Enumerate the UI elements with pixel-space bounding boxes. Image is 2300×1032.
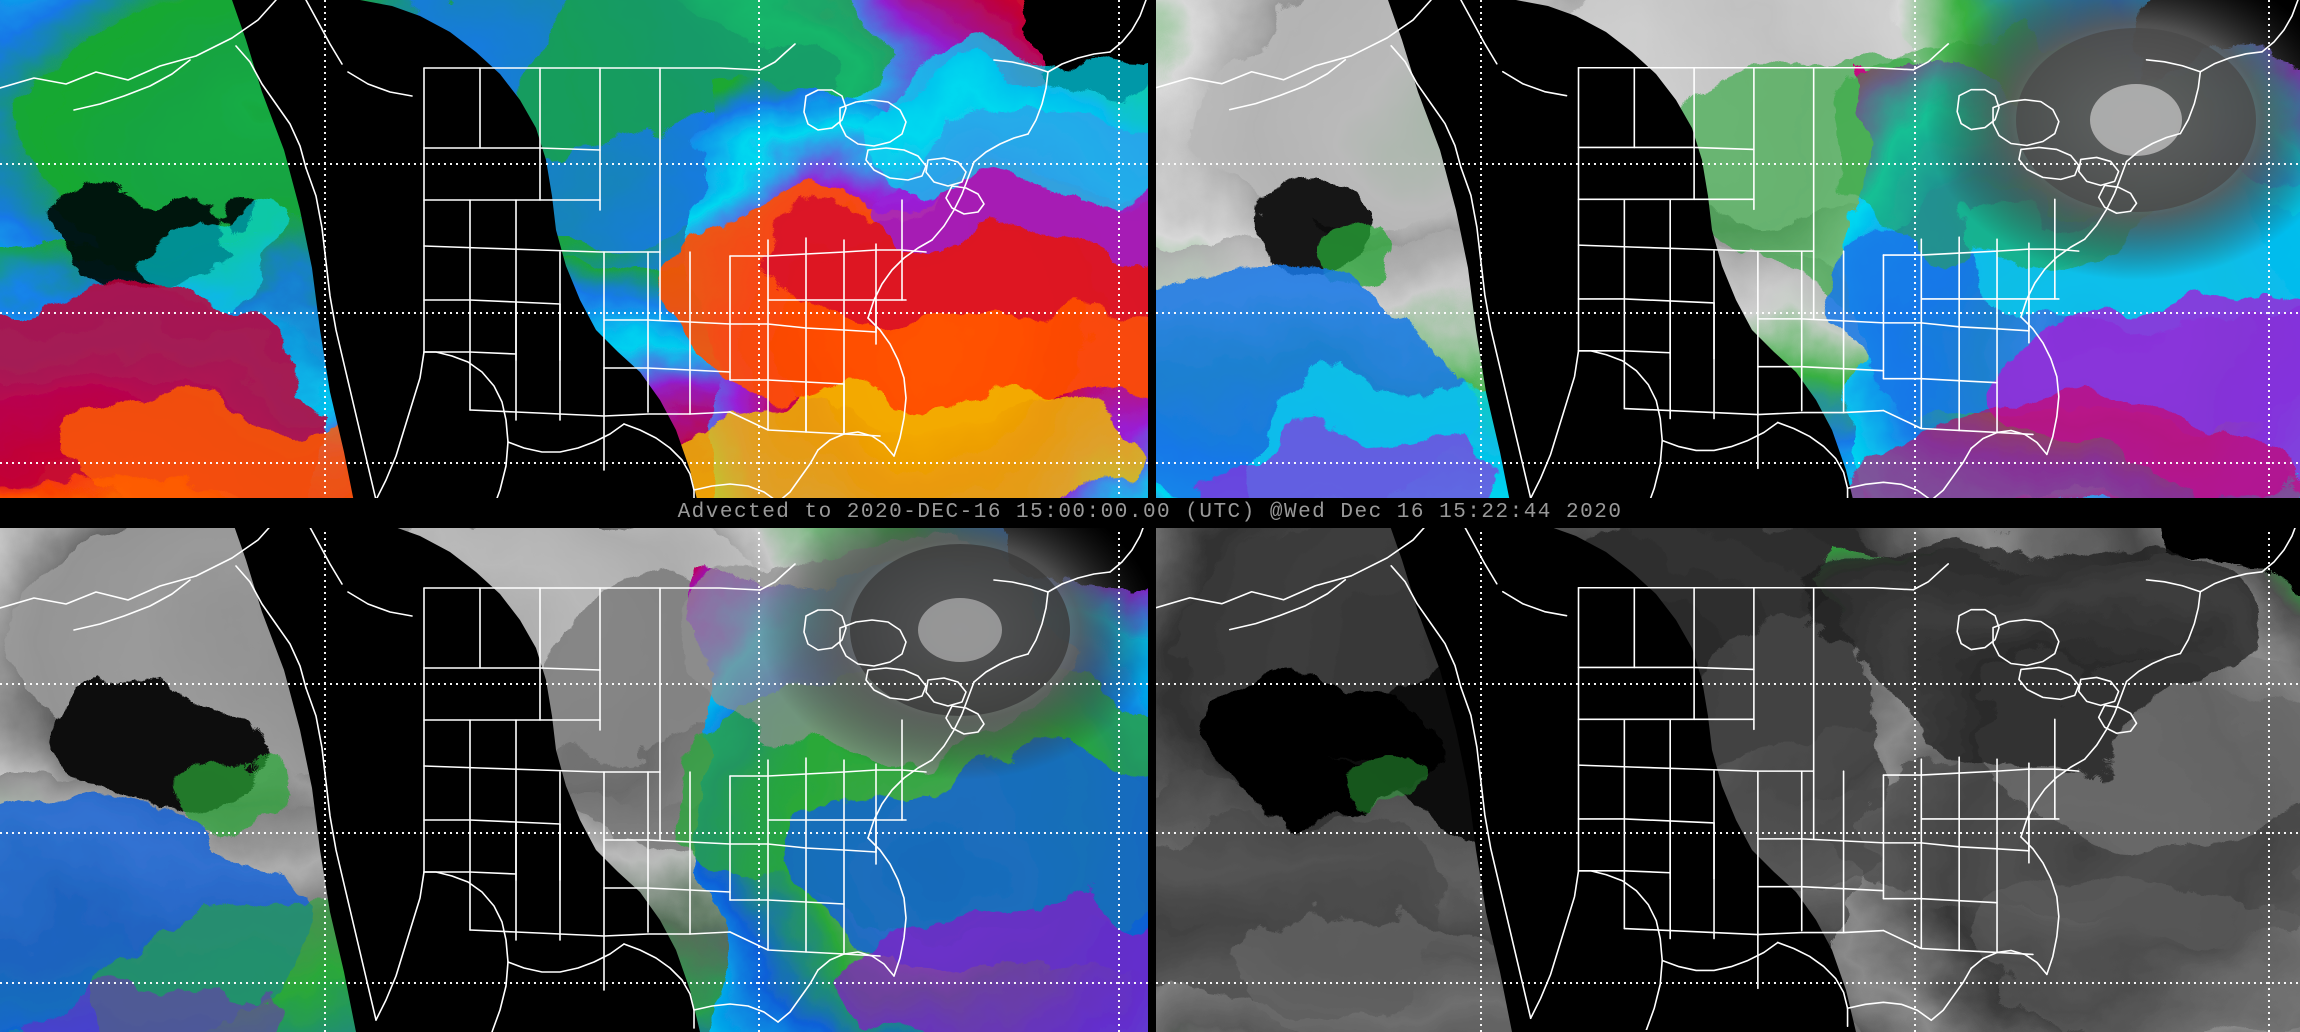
moisture-field-850-700: [1156, 0, 2300, 512]
moisture-field-700-500: [0, 520, 1148, 1032]
panel-500-300[interactable]: 500-300: [1156, 520, 2300, 1032]
moisture-field-sfc-850: [0, 0, 1148, 512]
moisture-field-500-300: [1156, 520, 2300, 1032]
panel-850-700[interactable]: 850-700: [1156, 0, 2300, 512]
panel-sfc-850[interactable]: Sfc-850: [0, 0, 1148, 512]
product-caption: Advected to 2020-DEC-16 15:00:00.00 (UTC…: [0, 498, 2300, 528]
panel-700-500[interactable]: 700-500: [0, 520, 1148, 1032]
